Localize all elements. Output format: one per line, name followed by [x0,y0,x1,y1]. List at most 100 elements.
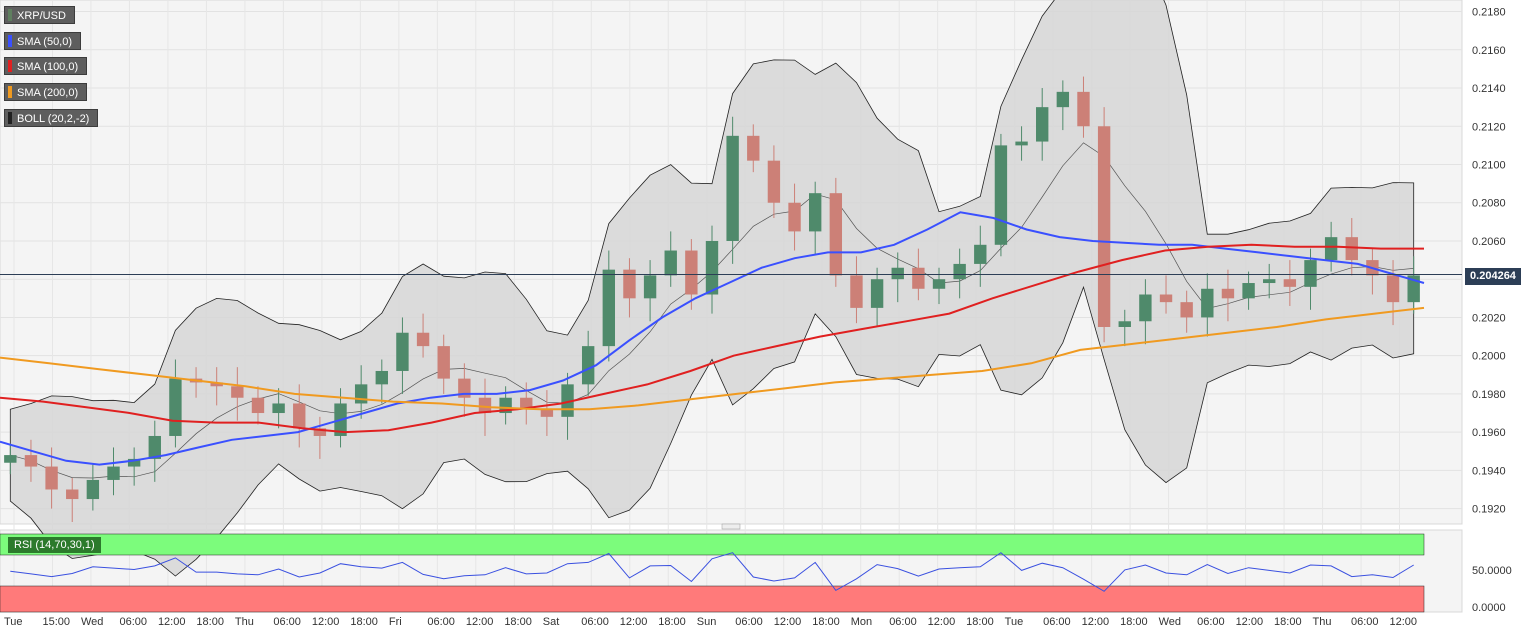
candle-body [1345,237,1358,261]
x-tick-label: Thu [235,616,254,628]
x-tick-label: Fri [389,616,402,628]
y-tick-label: 0.2000 [1472,351,1506,363]
legend-symbol-label: XRP/USD [17,10,66,22]
candle-body [726,135,739,241]
y-tick-label: 0.1940 [1472,465,1506,477]
x-tick-label: 18:00 [966,616,994,628]
x-tick-label: Tue [1005,616,1024,628]
candle-body [313,428,327,436]
candle-body [396,332,409,371]
current-price-tag: 0.204264 [1465,268,1521,285]
rsi-oversold-zone [0,585,1425,613]
candle-body [4,455,17,463]
x-tick-label: 18:00 [196,616,224,628]
candle-body [210,382,223,387]
x-tick-label: 06:00 [273,616,301,628]
x-tick-label: Wed [81,616,103,628]
legend-swatch [8,86,12,98]
candle-body [437,346,450,379]
candle-body [912,267,925,289]
candle-body [1407,275,1420,303]
candle-body [293,403,306,429]
x-tick-label: Sun [697,616,717,628]
x-tick-label: 12:00 [466,616,494,628]
candle-body [870,279,884,308]
candle-body [1201,288,1214,318]
rsi-legend[interactable]: RSI (14,70,30,1) [8,537,101,553]
candle-body [643,275,657,299]
candle-body [767,160,781,203]
x-tick-label: 06:00 [1351,616,1379,628]
candle-body [66,489,79,500]
x-tick-label: 06:00 [119,616,147,628]
x-tick-label: 12:00 [928,616,956,628]
candle-body [231,386,244,398]
candle-body [850,275,863,308]
x-tick-label: 18:00 [504,616,532,628]
candle-body [891,267,904,280]
legend-sma100-label: SMA (100,0) [17,61,79,73]
rsi-tick-0: 0.0000 [1472,602,1506,614]
x-tick-label: 12:00 [1390,616,1418,628]
x-tick-label: Thu [1313,616,1332,628]
x-tick-label: Mon [851,616,872,628]
legend-sma200[interactable]: SMA (200,0) [4,83,88,101]
x-tick-label: 12:00 [312,616,340,628]
legend-sma50-label: SMA (50,0) [17,36,73,48]
candle-body [272,403,285,414]
candle-body [623,269,636,299]
candle-body [705,240,719,295]
candle-body [1283,279,1297,287]
y-tick-label: 0.1980 [1472,389,1506,401]
candle-body [788,202,801,232]
y-tick-label: 0.2100 [1472,160,1506,172]
candle-body [602,269,616,347]
legend-swatch [8,60,12,72]
candle-body [1139,294,1152,322]
candle-body [1015,141,1028,146]
y-tick-label: 0.2160 [1472,45,1506,57]
candle-body [416,332,430,347]
candle-body [1077,91,1090,127]
candle-body [375,370,388,385]
candle-body [45,466,58,490]
candle-body [1221,288,1235,299]
x-tick-label: 06:00 [1043,616,1071,628]
rsi-overbought-zone [0,533,1425,556]
candle-body [1118,321,1131,327]
y-tick-label: 0.2140 [1472,83,1506,95]
legend-sma100[interactable]: SMA (100,0) [4,57,88,75]
candle-body [148,435,161,459]
x-tick-label: 18:00 [350,616,378,628]
candle-body [932,279,946,289]
candle-body [1036,107,1049,142]
legend-boll[interactable]: BOLL (20,2,-2) [4,109,99,127]
y-tick-label: 0.2120 [1472,121,1506,133]
candle-body [808,193,822,232]
candle-body [829,193,843,276]
x-tick-label: 15:00 [42,616,70,628]
candle-body [520,397,533,410]
candle-body [974,244,987,264]
candle-body [540,409,554,417]
candle-body [1159,294,1173,303]
legend-symbol[interactable]: XRP/USD [4,6,75,24]
x-tick-label: 12:00 [158,616,186,628]
sma200-line [0,306,1425,411]
candle-body [1324,237,1338,261]
legend-swatch [8,9,12,21]
candle-body [1097,126,1111,327]
legend-sma50[interactable]: SMA (50,0) [4,32,82,50]
x-tick-label: 06:00 [889,616,917,628]
candle-body [1263,279,1276,284]
candle-body [1242,283,1255,299]
y-tick-label: 0.2020 [1472,312,1506,324]
y-tick-label: 0.2180 [1472,7,1506,19]
sma50-line [0,211,1425,466]
pane-resize-handle[interactable] [721,523,741,530]
candle-body [1304,260,1317,287]
candle-body [747,135,760,161]
candle-body [127,458,141,467]
candle-body [1056,91,1070,108]
